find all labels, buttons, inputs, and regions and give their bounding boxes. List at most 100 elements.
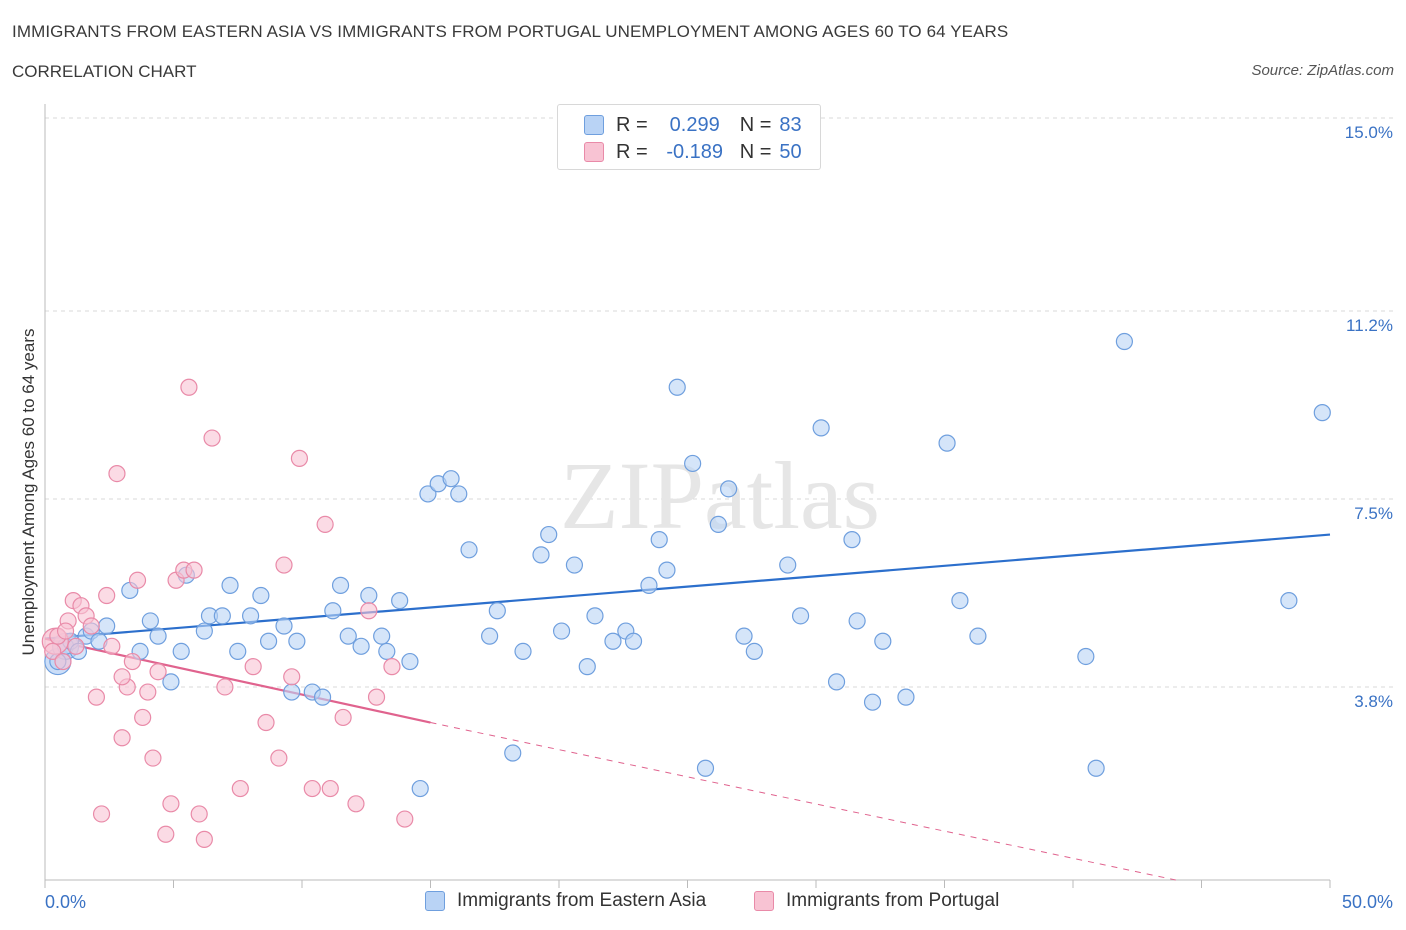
blue-data-point <box>324 602 342 620</box>
stats-legend: R = 0.299 N = 83 R = -0.189 N = 50 <box>557 104 821 170</box>
y-tick-label: 3.8% <box>1354 692 1393 711</box>
pink-data-point <box>103 637 121 655</box>
blue-data-point <box>242 607 260 625</box>
pink-data-point <box>180 378 198 396</box>
legend-swatch-blue <box>584 115 604 135</box>
pink-data-point <box>231 779 249 798</box>
blue-data-point <box>442 470 460 488</box>
blue-data-point <box>827 673 846 691</box>
blue-data-point <box>252 586 270 605</box>
blue-data-point <box>696 759 715 777</box>
blue-data-point <box>586 607 604 625</box>
blue-data-point <box>259 632 278 650</box>
blue-data-point <box>391 591 409 610</box>
blue-data-point <box>488 602 506 620</box>
pink-data-point <box>396 810 414 828</box>
pink-data-point <box>275 556 293 574</box>
x-tick-label: 0.0% <box>45 892 86 912</box>
bottom-legend-label: Immigrants from Portugal <box>786 890 1000 911</box>
blue-data-point <box>791 607 810 625</box>
pink-data-point <box>123 652 141 671</box>
blue-data-point <box>684 454 702 473</box>
pink-data-point <box>113 729 131 747</box>
blue-data-point <box>565 556 584 574</box>
chart-subtitle: CORRELATION CHART <box>12 62 197 81</box>
pink-data-point <box>216 678 234 696</box>
n-value: 83 <box>779 113 802 136</box>
blue-data-point <box>514 642 532 661</box>
blue-data-point <box>213 607 231 625</box>
blue-data-point <box>1280 591 1298 610</box>
blue-data-point <box>532 546 550 564</box>
pink-data-point <box>303 779 321 798</box>
pink-data-point <box>139 683 157 701</box>
n-label: N = <box>739 113 772 136</box>
blue-data-point <box>401 652 419 671</box>
pink-trend-extension <box>430 722 1176 881</box>
pink-data-point <box>134 708 152 727</box>
pink-data-point <box>185 561 203 579</box>
blue-data-point <box>938 434 956 452</box>
tick-labels: 3.8% 7.5% 11.2% 15.0% 0.0% 50.0% <box>45 123 1393 912</box>
blue-data-point <box>339 627 357 645</box>
r-value: 0.299 <box>669 113 720 136</box>
pink-data-point <box>244 658 262 676</box>
blue-data-point <box>283 683 301 701</box>
blue-data-point <box>331 576 350 594</box>
pink-data-point <box>157 825 175 843</box>
pink-data-point <box>270 749 288 767</box>
pink-data-point <box>87 688 106 706</box>
bottom-legend-swatch-blue <box>425 891 445 911</box>
axes <box>44 104 1331 888</box>
blue-data-point <box>275 617 293 635</box>
pink-data-point <box>290 449 309 467</box>
legend-swatch-pink <box>584 142 604 162</box>
blue-data-point <box>897 688 915 706</box>
watermark: ZIPatlas <box>560 442 880 549</box>
blue-data-point <box>229 642 247 661</box>
pink-data-point <box>144 749 162 767</box>
bottom-legend-swatch-pink <box>754 891 774 911</box>
pink-data-point <box>195 830 213 848</box>
pink-data-point <box>190 805 208 823</box>
pink-data-point <box>316 515 334 534</box>
y-tick-label: 7.5% <box>1354 504 1393 523</box>
blue-data-point <box>658 561 676 579</box>
legend-row-portugal: R = -0.189 N = 50 <box>584 140 802 164</box>
blue-data-point <box>172 642 190 661</box>
pink-data-point <box>203 429 221 447</box>
bottom-legend-portugal: Immigrants from Portugal <box>754 888 999 914</box>
pink-data-point <box>283 668 301 686</box>
blue-data-point <box>969 627 987 645</box>
pink-data-point <box>257 713 275 732</box>
pink-data-point <box>82 617 100 635</box>
blue-data-point <box>460 541 478 559</box>
blue-data-point <box>779 556 797 574</box>
bottom-legend-label: Immigrants from Eastern Asia <box>457 890 707 911</box>
blue-data-point <box>98 617 116 635</box>
pink-data-point <box>67 637 85 655</box>
blue-data-point <box>1115 332 1134 351</box>
pink-data-point <box>44 642 62 661</box>
blue-data-point <box>735 627 753 645</box>
blue-data-point <box>624 632 643 650</box>
bottom-legend-eastern-asia: Immigrants from Eastern Asia <box>425 888 706 914</box>
blue-data-point <box>373 627 391 645</box>
pink-data-point <box>162 795 180 813</box>
pink-data-point <box>108 465 126 483</box>
blue-data-point <box>378 642 396 661</box>
blue-data-point <box>419 485 437 503</box>
y-tick-label: 15.0% <box>1345 123 1393 142</box>
blue-data-point <box>951 591 969 610</box>
blue-data-point <box>745 642 763 661</box>
blue-data-point <box>668 378 686 396</box>
blue-data-point <box>481 627 499 645</box>
r-value: -0.189 <box>666 140 724 163</box>
pink-data-point <box>54 652 72 671</box>
blue-data-point <box>640 576 658 594</box>
blue-data-point <box>1077 647 1095 666</box>
blue-data-point <box>450 485 468 503</box>
blue-data-point <box>709 515 727 534</box>
blue-data-point <box>141 612 159 630</box>
